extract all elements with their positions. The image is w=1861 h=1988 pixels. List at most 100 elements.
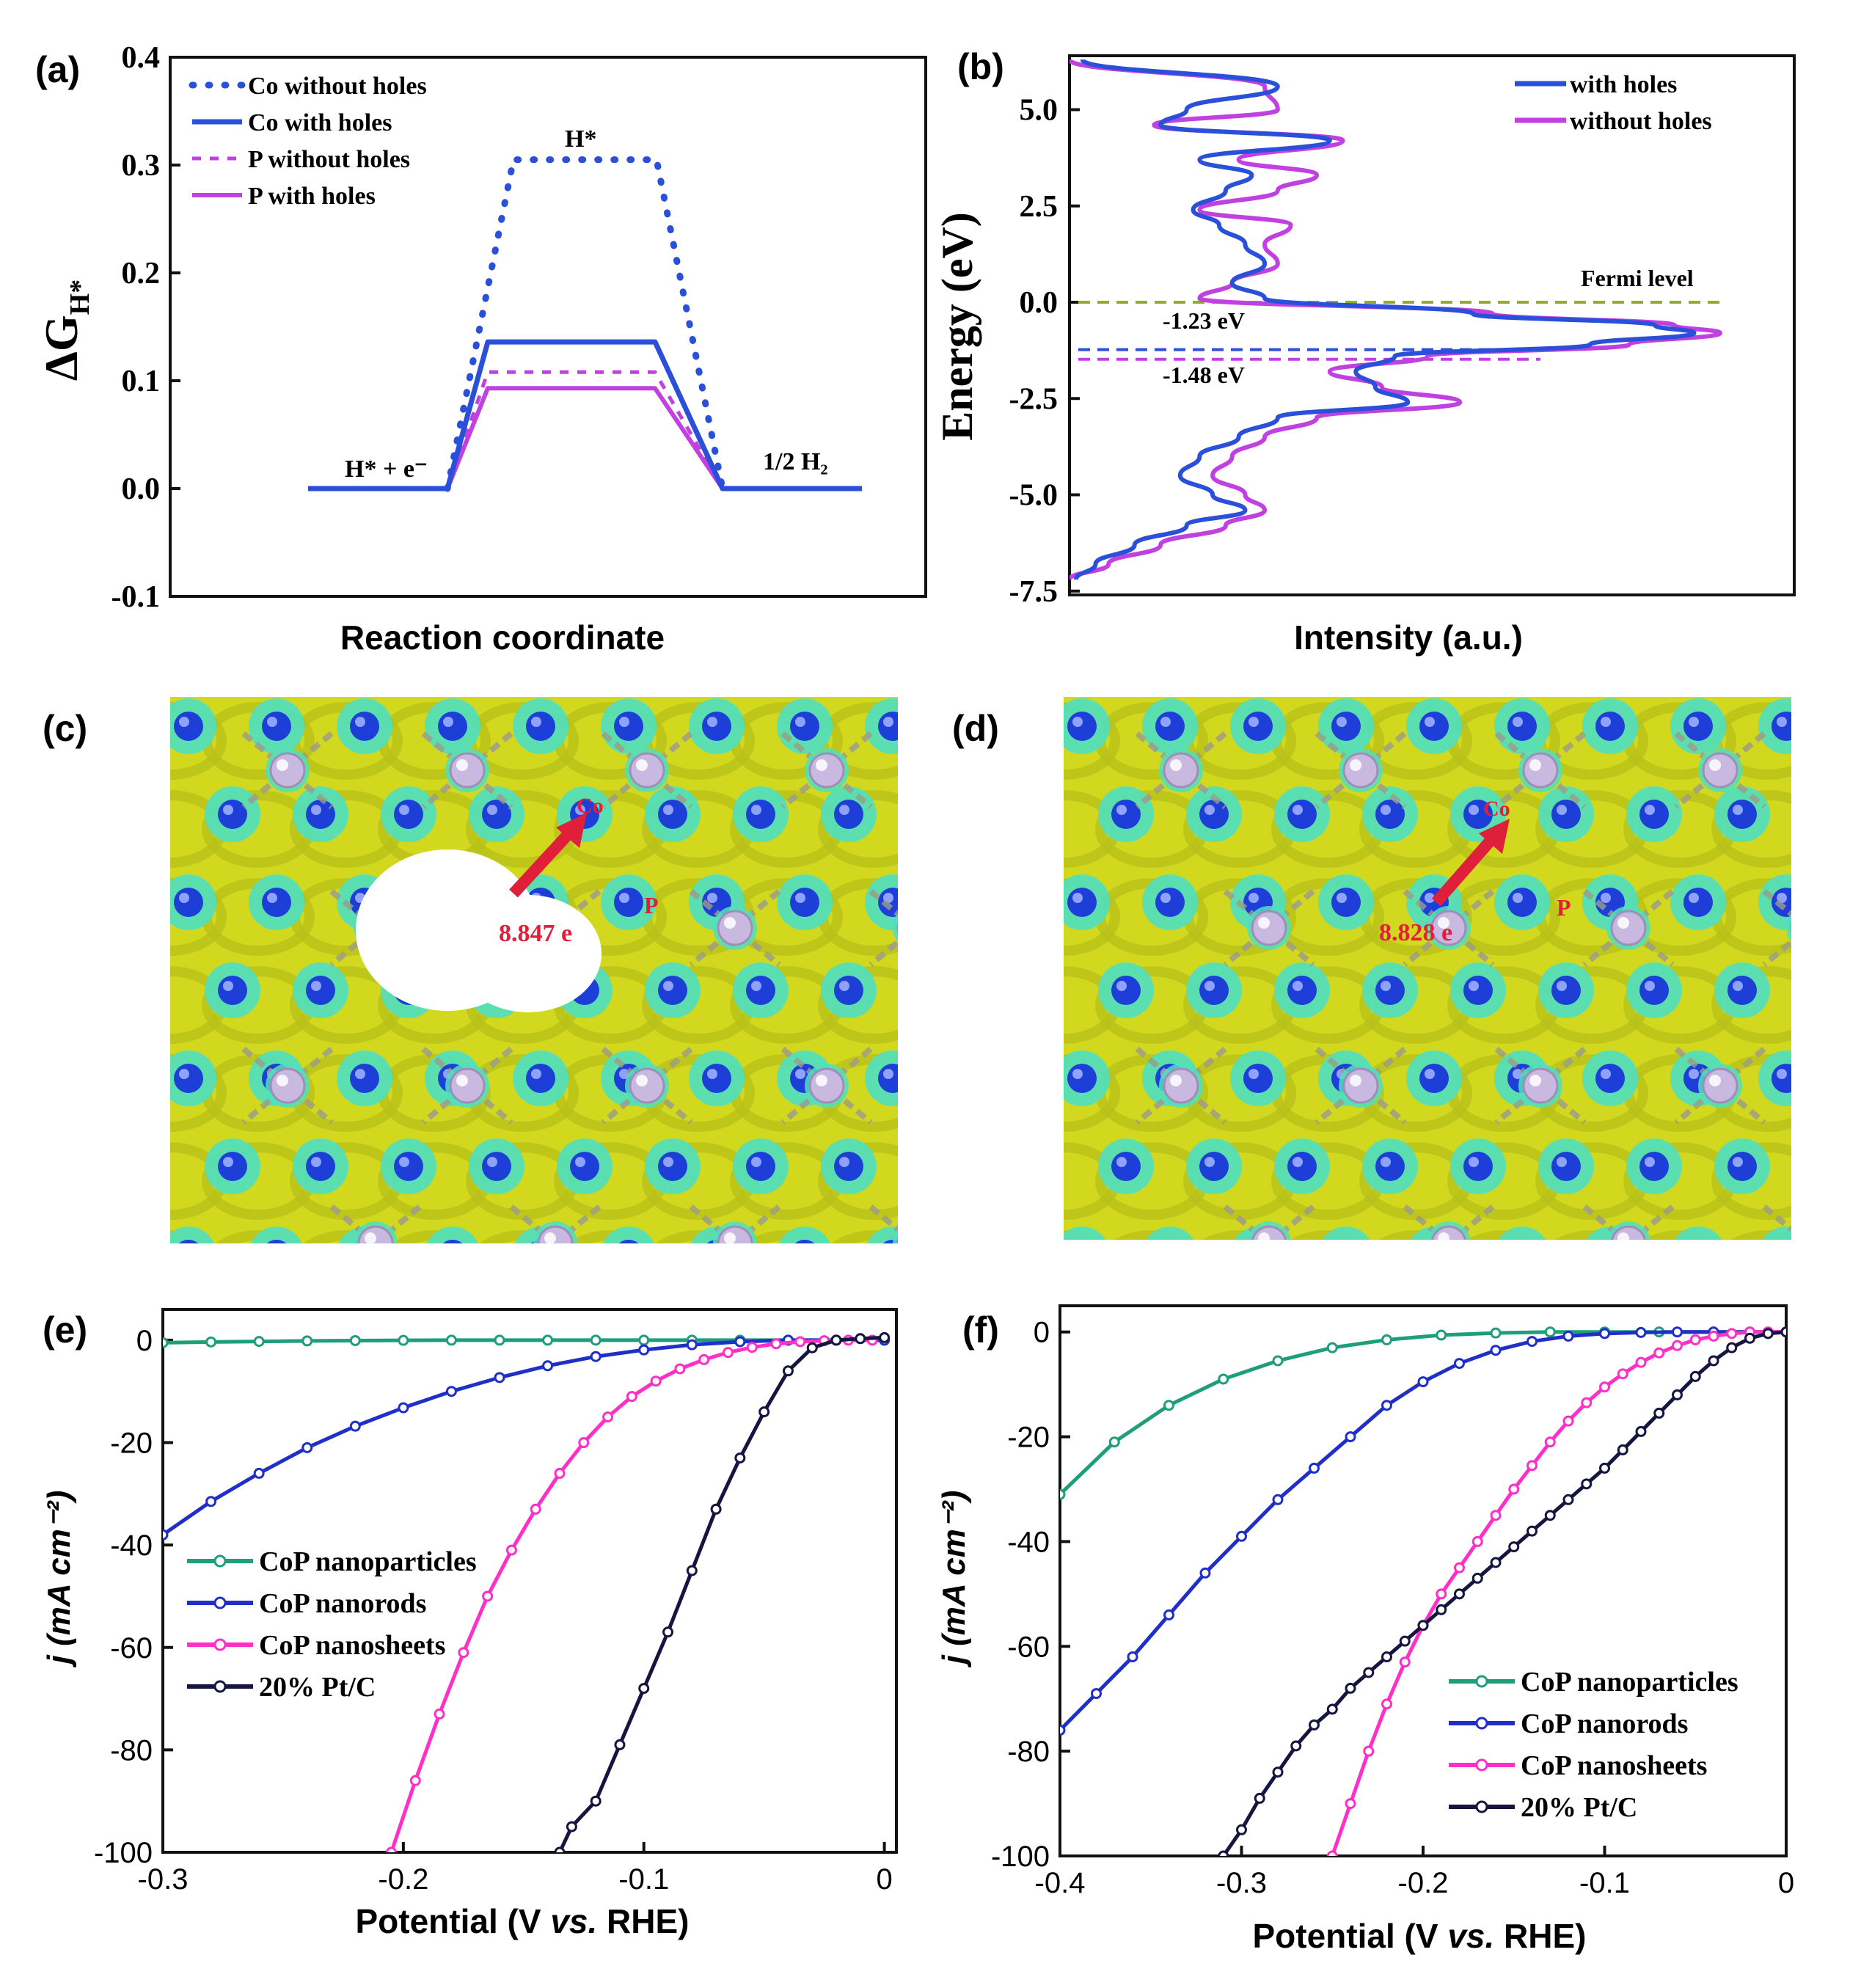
co-atom <box>1111 976 1141 1005</box>
co-atom <box>614 712 643 741</box>
isosurface-contour <box>1064 1054 1120 1132</box>
charge-value-d: 8.828 e <box>1379 919 1452 946</box>
co-atom-highlight <box>707 1069 717 1079</box>
co-atom-highlight <box>751 805 761 815</box>
bond <box>1403 1204 1449 1240</box>
y-tick-label-b: 0.0 <box>1020 286 1059 320</box>
co-atom <box>174 888 203 917</box>
data-point <box>1562 1330 1574 1342</box>
p-atom-highlight <box>1258 1232 1270 1240</box>
co-atom-highlight <box>1160 1245 1171 1255</box>
co-atom <box>1067 1240 1097 1269</box>
co-atom <box>1639 976 1669 1005</box>
isosurface-contour <box>1100 619 1203 687</box>
co-atom <box>1067 1064 1097 1093</box>
co-atom-highlight <box>1116 1157 1127 1167</box>
co-atom-highlight <box>355 1069 365 1079</box>
y-tick-label: 0 <box>1034 1317 1050 1349</box>
co-atom-highlight <box>619 717 629 727</box>
isosurface-contour <box>818 1142 898 1220</box>
co-atom-highlight <box>795 1245 805 1255</box>
p-atom-highlight <box>1350 759 1361 771</box>
charge-cloud <box>1064 1227 1106 1240</box>
co-atom <box>702 1064 731 1093</box>
co-atom-highlight <box>1469 805 1479 815</box>
co-atom <box>1727 800 1757 829</box>
co-atom-highlight <box>1689 1069 1699 1079</box>
co-atom-label-d: Co <box>1483 797 1510 821</box>
co-atom-highlight <box>751 1157 761 1167</box>
charge-cloud <box>427 1227 478 1243</box>
y-tick-label: -20 <box>110 1428 153 1460</box>
data-point <box>855 1333 866 1345</box>
isosurface-contour <box>170 878 227 956</box>
co-atom-highlight <box>1557 981 1567 991</box>
data-point <box>1163 1609 1174 1620</box>
data-point <box>1527 1525 1538 1537</box>
data-point <box>1272 1494 1284 1505</box>
isosurface-contour <box>215 1230 301 1243</box>
data-point <box>1454 1358 1465 1370</box>
y-tick-label-a: 0.0 <box>122 472 161 506</box>
data-point <box>1471 1572 1483 1584</box>
data-point <box>638 1683 650 1695</box>
data-point <box>1381 1400 1392 1411</box>
co-atom <box>306 1152 335 1181</box>
co-atom-label-c: Co <box>577 794 604 818</box>
data-point <box>1345 1682 1356 1694</box>
isosurface-contour <box>1378 1230 1453 1240</box>
p-atom <box>1611 1225 1646 1240</box>
p-atom-highlight <box>1438 917 1449 929</box>
y-tick-label: -60 <box>110 1632 153 1664</box>
data-point <box>1508 1483 1520 1495</box>
p-atom-highlight <box>904 917 915 929</box>
panel-b-dos-chart: (b) 5.0 2.5 0.0 -2.5 -5.0 -7.5 Fermi level -1… <box>933 46 1796 657</box>
p-charge-cloud <box>1786 913 1791 943</box>
data-point <box>806 1342 818 1353</box>
p-atom-label-c: P <box>644 892 659 918</box>
panel-label-f: (f) <box>962 1309 999 1351</box>
data-point <box>1599 1462 1610 1474</box>
isosurface-contour <box>479 1230 566 1243</box>
co-atom <box>1595 712 1625 741</box>
co-atom <box>1507 712 1537 741</box>
data-point <box>662 1626 674 1638</box>
p-atom <box>1702 1067 1738 1104</box>
data-point <box>1163 1400 1174 1411</box>
legend-marker <box>213 1596 227 1609</box>
data-point <box>1345 1798 1356 1810</box>
co-atom <box>1199 800 1229 829</box>
data-point <box>1527 1460 1538 1472</box>
p-atom <box>1251 910 1287 946</box>
data-point <box>1762 1328 1774 1340</box>
p-atom-highlight <box>1350 1075 1361 1086</box>
co-atom <box>922 1152 951 1181</box>
data-point <box>1599 1381 1610 1393</box>
co-atom-highlight <box>1645 1157 1655 1167</box>
charge-cloud <box>779 1227 830 1243</box>
co-atom-highlight <box>267 893 277 903</box>
data-point <box>1562 1494 1574 1505</box>
x-tick-label: 0 <box>1778 1867 1794 1899</box>
data-point <box>1060 1725 1066 1736</box>
p-atom-highlight <box>816 759 827 771</box>
co-atom-highlight <box>1469 981 1479 991</box>
isosurface-contour <box>170 1054 227 1132</box>
p-atom <box>1791 1227 1825 1260</box>
data-point <box>734 1452 746 1463</box>
p-atom-highlight <box>636 759 648 771</box>
co-atom <box>746 800 775 829</box>
data-point <box>1672 1389 1683 1400</box>
isosurface-contour <box>1628 619 1731 687</box>
co-atom-highlight <box>311 1157 321 1167</box>
p-atom-highlight <box>636 1075 648 1086</box>
arrow-to-co-d <box>1431 819 1510 907</box>
data-point <box>1581 1397 1593 1408</box>
co-atom <box>922 800 951 829</box>
bond <box>1628 1204 1675 1240</box>
co-atom <box>1419 1240 1449 1269</box>
data-point <box>1363 1745 1375 1757</box>
co-atom-highlight <box>223 805 233 815</box>
x-tick-label: -0.1 <box>618 1863 669 1896</box>
charge-cloud <box>1498 1227 1546 1240</box>
